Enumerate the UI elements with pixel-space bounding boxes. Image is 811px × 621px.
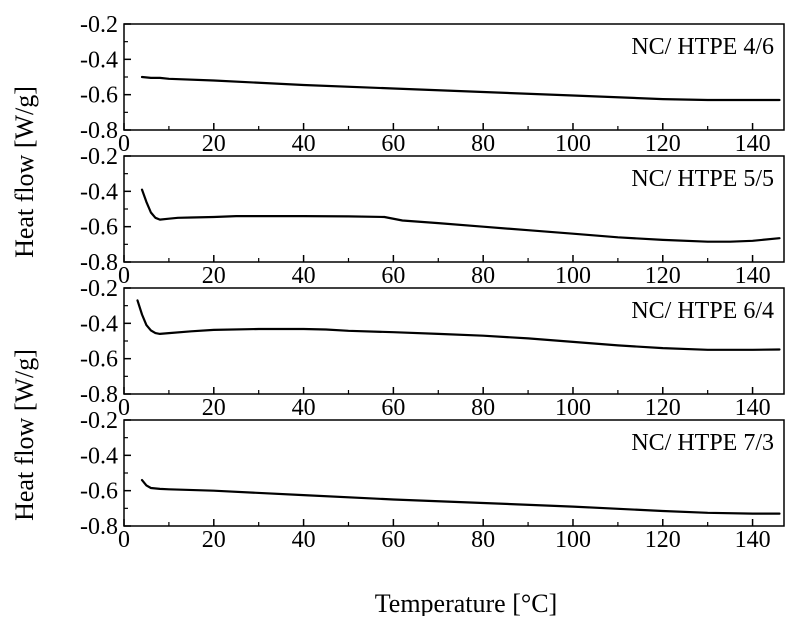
x-tick-label: 0: [118, 527, 130, 553]
y-axis-label-top: Heat flow [W/g]: [10, 86, 39, 258]
x-tick-label: 80: [471, 395, 495, 421]
x-tick-label: 100: [555, 395, 591, 421]
panels-layer: 0 20 40 60 80 100 120 140 -0.2 -0.4 -0.6 -0.8 NC/ HT…: [80, 12, 785, 553]
y-tick-label: -0.8: [80, 382, 118, 408]
y-tick-label: -0.4: [80, 179, 118, 205]
x-tick-label: 0: [118, 395, 130, 421]
x-tick-label: 120: [645, 263, 681, 289]
x-tick-label: 40: [292, 395, 316, 421]
y-tick-label: -0.4: [80, 311, 118, 337]
series-line: [136, 299, 781, 351]
x-tick-label: 140: [735, 131, 771, 157]
y-tick-label: -0.6: [80, 347, 118, 373]
x-tick-label: 80: [471, 263, 495, 289]
series-label: NC/ HTPE 4/6: [631, 34, 774, 60]
x-tick-label: 20: [202, 527, 226, 553]
y-tick-label: -0.2: [80, 408, 118, 434]
panel-2: 0 20 40 60 80 100 120 140 -0.2 -0.4 -0.6 -0.8 NC/ HT…: [80, 144, 785, 289]
x-tick-label: 80: [471, 131, 495, 157]
x-tick-label: 120: [645, 527, 681, 553]
x-tick-label: 40: [292, 131, 316, 157]
series-line: [140, 188, 781, 243]
series-label: NC/ HTPE 5/5: [631, 166, 774, 192]
x-tick-label: 20: [202, 131, 226, 157]
y-tick-label: -0.2: [80, 12, 118, 38]
x-tick-label: 60: [381, 527, 405, 553]
y-tick-label: -0.6: [80, 83, 118, 109]
y-tick-label: -0.4: [80, 47, 118, 73]
panel-4: 0 20 40 60 80 100 120 140 -0.2 -0.4 -0.6 -0.8 NC/ HT…: [80, 408, 785, 553]
y-tick-label: -0.4: [80, 443, 118, 469]
y-tick-label: -0.8: [80, 118, 118, 144]
x-tick-label: 120: [645, 395, 681, 421]
x-tick-label: 60: [381, 131, 405, 157]
x-tick-label: 100: [555, 263, 591, 289]
y-axis-label-bottom: Heat flow [W/g]: [10, 349, 39, 521]
x-tick-label: 80: [471, 527, 495, 553]
x-tick-label: 20: [202, 395, 226, 421]
x-tick-label: 40: [292, 263, 316, 289]
y-tick-label: -0.6: [80, 215, 118, 241]
x-tick-label: 100: [555, 131, 591, 157]
panel-1: 0 20 40 60 80 100 120 140 -0.2 -0.4 -0.6 -0.8 NC/ HT…: [80, 12, 785, 157]
y-tick-label: -0.2: [80, 144, 118, 170]
x-tick-label: 40: [292, 527, 316, 553]
x-tick-label: 140: [735, 527, 771, 553]
x-axis-label: Temperature [°C]: [375, 589, 558, 616]
x-tick-label: 120: [645, 131, 681, 157]
series-line: [140, 75, 781, 102]
panel-3: 0 20 40 60 80 100 120 140 -0.2 -0.4 -0.6 -0.8 NC/ HT…: [80, 276, 785, 421]
series-label: NC/ HTPE 6/4: [631, 298, 774, 324]
x-tick-label: 100: [555, 527, 591, 553]
series-line: [140, 479, 781, 515]
series-label: NC/ HTPE 7/3: [631, 430, 774, 456]
x-tick-label: 140: [735, 395, 771, 421]
y-tick-label: -0.8: [80, 514, 118, 540]
x-tick-label: 0: [118, 263, 130, 289]
y-tick-label: -0.8: [80, 250, 118, 276]
x-tick-label: 0: [118, 131, 130, 157]
x-tick-label: 60: [381, 263, 405, 289]
x-tick-label: 20: [202, 263, 226, 289]
x-tick-label: 140: [735, 263, 771, 289]
x-tick-label: 60: [381, 395, 405, 421]
y-tick-label: -0.6: [80, 479, 118, 505]
y-tick-label: -0.2: [80, 276, 118, 302]
